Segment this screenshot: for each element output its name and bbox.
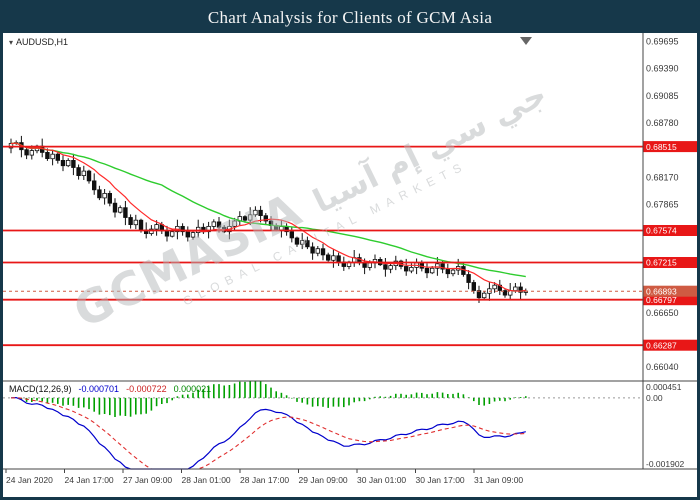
hline-price-badge	[643, 294, 697, 306]
svg-text:28 Jan 17:00: 28 Jan 17:00	[240, 475, 289, 485]
svg-text:0.67865: 0.67865	[646, 200, 679, 210]
svg-text:0.66287: 0.66287	[646, 340, 677, 350]
title-bar: Chart Analysis for Clients of GCM Asia	[3, 3, 697, 33]
svg-text:30 Jan 01:00: 30 Jan 01:00	[357, 475, 406, 485]
hline-price-badge	[643, 141, 697, 153]
hline-price-badge	[643, 257, 697, 268]
svg-text:28 Jan 01:00: 28 Jan 01:00	[182, 475, 231, 485]
svg-text:31 Jan 09:00: 31 Jan 09:00	[474, 475, 523, 485]
time-axis: 24 Jan 2020 24 Jan 17:00 27 Jan 09:00 28 Ja…	[5, 469, 523, 485]
svg-text:0.69390: 0.69390	[646, 64, 679, 74]
svg-text:0.66650: 0.66650	[646, 308, 679, 318]
page-title: Chart Analysis for Clients of GCM Asia	[207, 8, 493, 27]
chart-shift-marker-icon[interactable]	[520, 37, 532, 45]
svg-text:0.66893: 0.66893	[646, 286, 677, 296]
macd-signal-value: -0.000722	[126, 384, 167, 394]
svg-text:29 Jan 09:00: 29 Jan 09:00	[299, 475, 348, 485]
hline-price-badge	[643, 339, 697, 351]
macd-main-value: -0.000701	[78, 384, 120, 394]
price-axis: 0.66893 0.69695 0.69390 0.69085 0.68780 0.681…	[3, 36, 697, 372]
svg-text:24 Jan 17:00: 24 Jan 17:00	[65, 475, 114, 485]
ma-slow-line	[10, 142, 526, 278]
macd-name: MACD(12,26,9)	[9, 384, 72, 394]
svg-text:0.00: 0.00	[646, 393, 663, 403]
svg-text:30 Jan 17:00: 30 Jan 17:00	[416, 475, 465, 485]
macd-indicator-label: MACD(12,26,9) -0.000701 -0.000722 0.0000…	[9, 384, 211, 394]
svg-text:0.68780: 0.68780	[646, 118, 679, 128]
price-chart-canvas: 0.685150.675740.672150.667970.662870.668…	[3, 33, 697, 485]
svg-text:24 Jan 2020: 24 Jan 2020	[6, 475, 53, 485]
svg-text:0.66040: 0.66040	[646, 362, 679, 372]
svg-text:0.67574: 0.67574	[646, 226, 677, 236]
svg-text:0.69695: 0.69695	[646, 36, 679, 46]
hline-price-badge	[643, 225, 697, 236]
current-price-badge	[643, 285, 697, 297]
chevron-down-icon[interactable]: ▾	[9, 37, 14, 47]
svg-text:0.67215: 0.67215	[646, 258, 677, 268]
support-resistance-lines: 0.68515 0.67574 0.67215 0.66797 0.66287	[3, 141, 697, 351]
symbol-label: ▾ AUDUSD,H1	[9, 37, 68, 47]
svg-text:0.68170: 0.68170	[646, 172, 679, 182]
svg-text:0.66797: 0.66797	[646, 295, 677, 305]
chart-area: 0.68515 0.67574 0.67215 0.66797 0.66287 0.668…	[3, 33, 697, 497]
svg-text:0.000451: 0.000451	[646, 382, 682, 392]
macd-histogram-value: 0.000021	[173, 384, 212, 394]
ma-fast-line	[10, 142, 526, 292]
macd-signal-line	[10, 397, 526, 470]
moving-averages	[10, 142, 526, 292]
svg-text:27 Jan 09:00: 27 Jan 09:00	[123, 475, 172, 485]
pane-separators	[3, 33, 697, 470]
symbol-timeframe-text: AUDUSD,H1	[16, 37, 69, 47]
svg-text:0.69085: 0.69085	[646, 91, 679, 101]
macd-main-line	[10, 396, 526, 470]
svg-text:-0.001902: -0.001902	[646, 459, 685, 469]
svg-text:0.68515: 0.68515	[646, 142, 677, 152]
